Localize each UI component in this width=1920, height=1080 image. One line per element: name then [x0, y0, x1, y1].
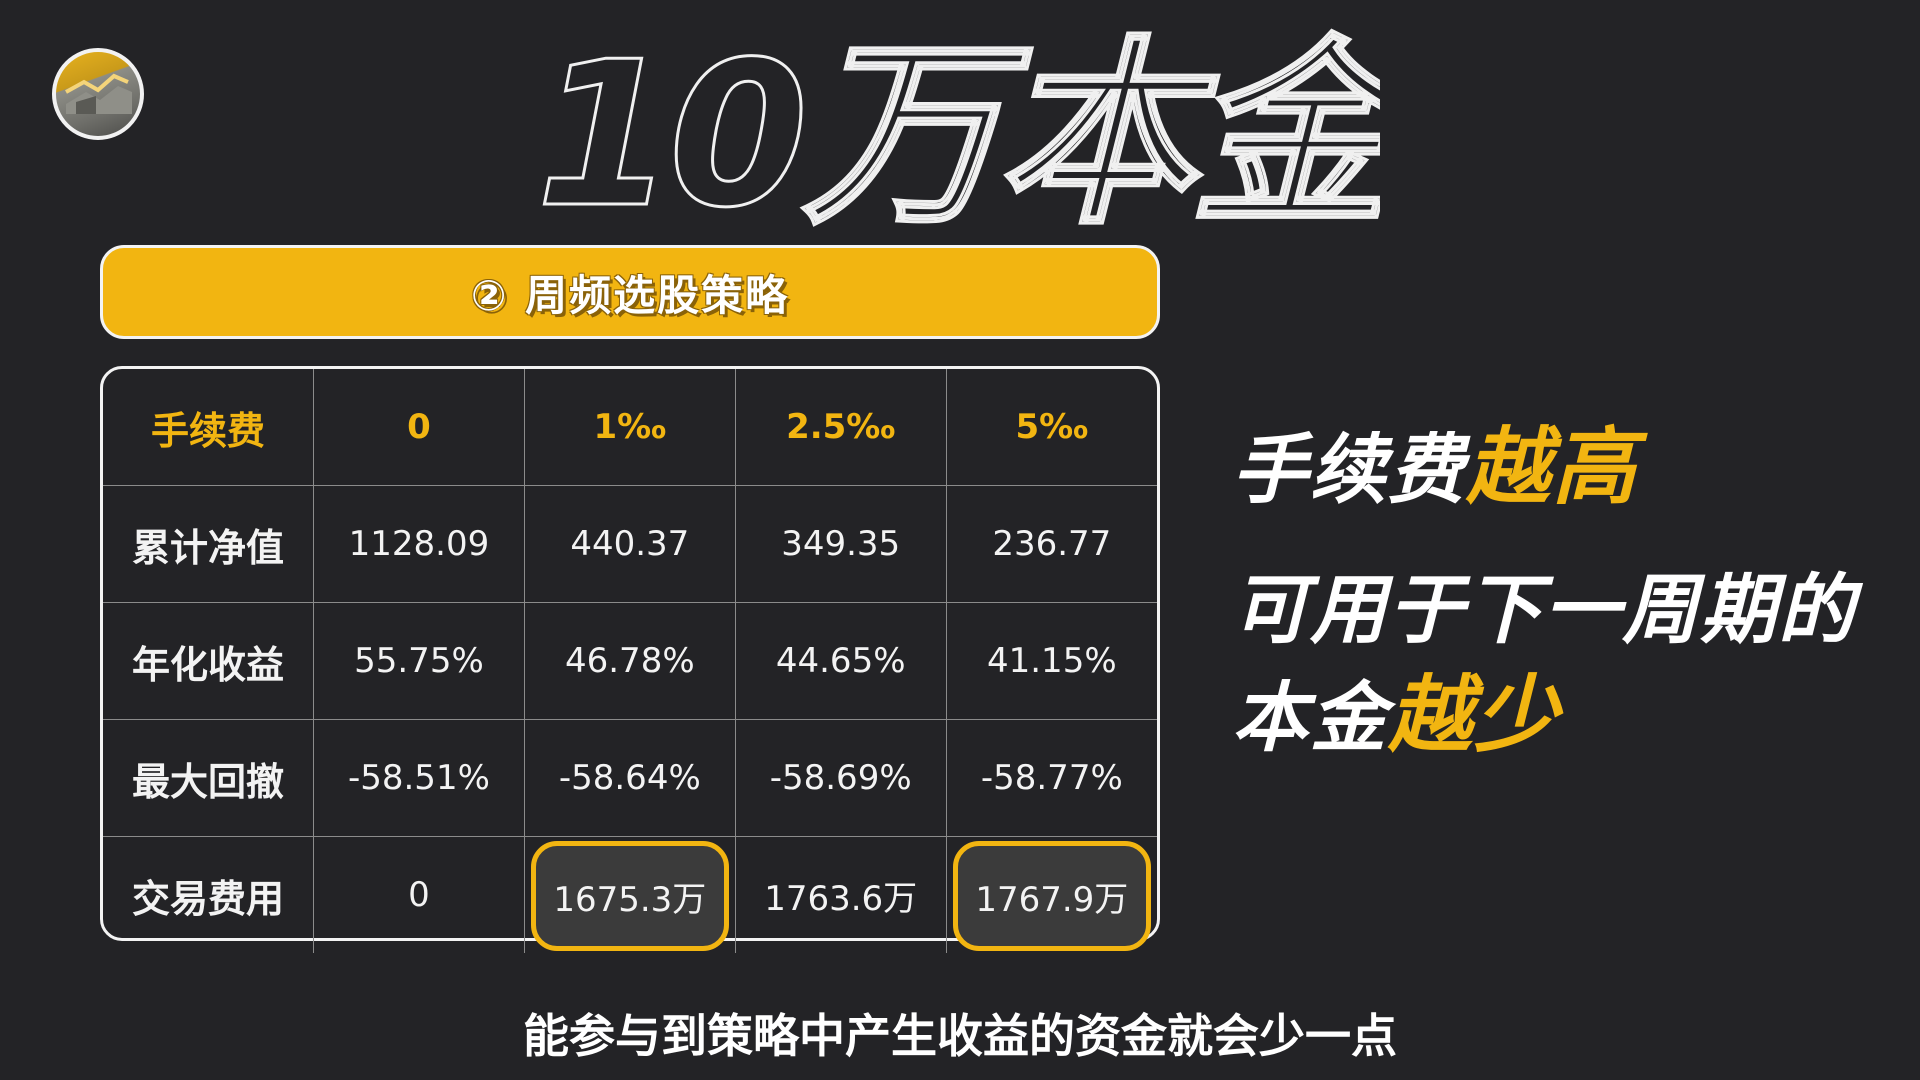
table-cell: 44.65% [734, 602, 947, 720]
table-cell: -58.77% [945, 719, 1157, 837]
subtitle-caption: 能参与到策略中产生收益的资金就会少一点 [523, 1009, 1397, 1063]
table-cell-highlighted: 1675.3万 [523, 836, 736, 953]
header-cell: 手续费 [103, 369, 314, 486]
table-cell-highlighted: 1767.9万 [945, 836, 1157, 953]
side-text-plain: 手续费 [1232, 425, 1466, 514]
table-row: 累计净值 1128.09 440.37 349.35 236.77 [103, 485, 1157, 603]
fee-comparison-table: 手续费 0 1‰ 2.5‰ 5‰ 累计净值 1128.09 440.37 349… [100, 366, 1160, 953]
row-label: 年化收益 [103, 602, 314, 720]
table-cell: 440.37 [523, 485, 736, 603]
table-cell: -58.51% [313, 719, 525, 837]
table-cell: 1763.6万 [734, 836, 947, 953]
side-text-line-3: 本金越少 [1232, 648, 1560, 769]
side-text-plain: 可用于下一周期的 [1232, 565, 1856, 654]
header-cell: 1‰ [523, 369, 736, 486]
channel-logo-icon [52, 48, 144, 140]
table-header-row: 手续费 0 1‰ 2.5‰ 5‰ [103, 369, 1157, 486]
side-text-plain: 本金 [1232, 673, 1388, 762]
row-label: 最大回撤 [103, 719, 314, 837]
table-cell: 46.78% [523, 602, 736, 720]
table-cell: 41.15% [945, 602, 1157, 720]
highlight-box: 1675.3万 [530, 841, 729, 951]
table-cell: -58.69% [734, 719, 947, 837]
table-cell: 1128.09 [313, 485, 525, 603]
table-row: 年化收益 55.75% 46.78% 44.65% 41.15% [103, 602, 1157, 720]
row-label: 交易费用 [103, 836, 314, 953]
page-title: 10万本金 [534, 18, 1425, 254]
side-text-accent: 越少 [1388, 666, 1561, 764]
side-text-line-1: 手续费越高 [1232, 400, 1638, 521]
page-title-text: 10万本金 [540, 26, 1380, 246]
table-cell: 55.75% [313, 602, 525, 720]
strategy-banner: ② 周频选股策略 [100, 245, 1160, 339]
table-row: 最大回撤 -58.51% -58.64% -58.69% -58.77% [103, 719, 1157, 837]
header-cell: 0 [313, 369, 525, 486]
side-text-accent: 越高 [1466, 418, 1639, 516]
header-cell: 5‰ [945, 369, 1157, 486]
row-label: 累计净值 [103, 485, 314, 603]
table-cell: 349.35 [734, 485, 947, 603]
table-row: 交易费用 0 1675.3万 1763.6万 1767.9万 [103, 836, 1157, 953]
strategy-banner-text: ② 周频选股策略 [470, 270, 790, 320]
side-text-line-2: 可用于下一周期的 [1232, 548, 1856, 658]
header-cell: 2.5‰ [734, 369, 947, 486]
table-cell: -58.64% [523, 719, 736, 837]
table-cell: 0 [313, 836, 525, 953]
highlight-box: 1767.9万 [952, 841, 1151, 951]
table-cell: 236.77 [945, 485, 1157, 603]
